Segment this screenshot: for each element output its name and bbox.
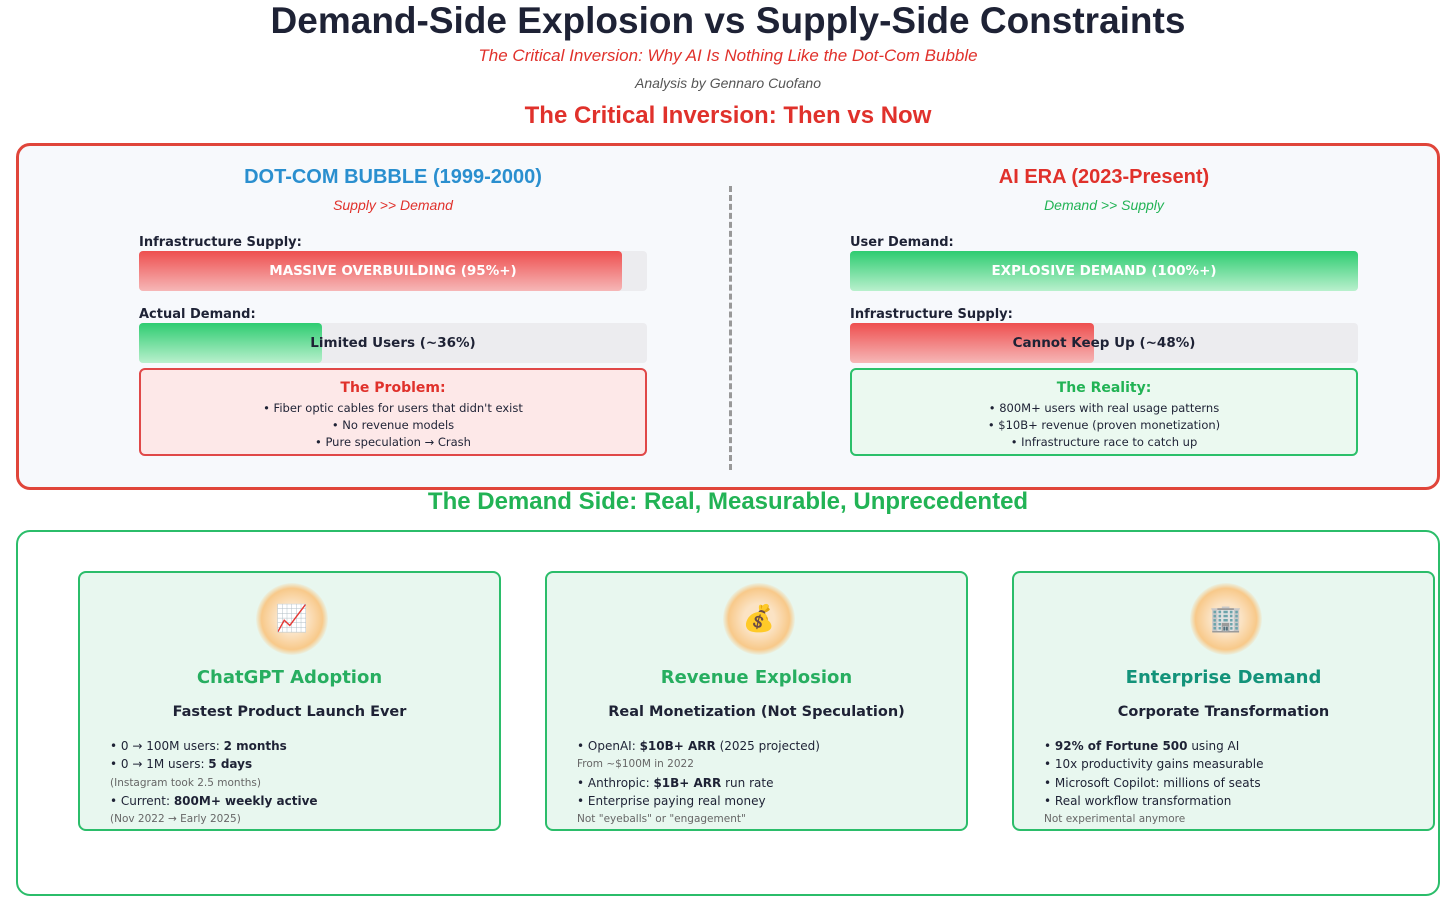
note-item: • 800M+ users with real usage patterns: [988, 401, 1220, 415]
line-part: • Anthropic:: [577, 775, 654, 790]
line-part: $1B+ ARR: [653, 775, 722, 790]
line-part: • Real workflow transformation: [1044, 793, 1232, 808]
card-icon: 💰: [723, 583, 795, 655]
line-part: • 10x productivity gains measurable: [1044, 757, 1264, 772]
subtitle: The Critical Inversion: Why AI Is Nothin…: [478, 46, 978, 65]
note-box: The Problem: • Fiber optic cables for use…: [139, 368, 647, 456]
era-tagline: Supply >> Demand: [333, 197, 453, 213]
line-part: (2025 projected): [715, 739, 820, 753]
card-lines: • 92% of Fortune 500 using AI • 10x produ…: [1044, 737, 1423, 828]
section-heading: The Critical Inversion: Then vs Now: [524, 102, 932, 129]
card-line: • Anthropic: $1B+ ARR run rate: [577, 774, 956, 792]
line-part: using AI: [1187, 739, 1240, 753]
line-part: 5 days: [208, 757, 253, 772]
note-title: The Problem:: [340, 380, 446, 396]
era-tagline: Demand >> Supply: [1044, 197, 1164, 213]
bar-track: Limited Users (~36%): [139, 323, 647, 363]
card-subtitle: Corporate Transformation: [1117, 704, 1330, 720]
card-line: • 0 → 1M users: 5 days: [110, 755, 489, 773]
line-part: 92% of Fortune 500: [1054, 739, 1188, 753]
line-part: 800M+ weekly active: [173, 793, 318, 808]
line-part: • Enterprise paying real money: [577, 793, 766, 808]
bar-text: Cannot Keep Up (~48%): [1012, 335, 1196, 351]
line-part: • Microsoft Copilot: millions of seats: [1044, 775, 1261, 790]
card-icon: 🏢: [1190, 583, 1262, 655]
line-part: • Current:: [110, 793, 174, 808]
bar-track: MASSIVE OVERBUILDING (95%+): [139, 251, 647, 291]
line-part: $10B+ ARR: [639, 739, 716, 753]
line-part: • OpenAI:: [577, 739, 640, 753]
metric-card: 📈 ChatGPT Adoption Fastest Product Launch …: [78, 571, 501, 831]
card-line: • Real workflow transformation: [1044, 792, 1423, 810]
author: Analysis by Gennaro Cuofano: [635, 75, 821, 91]
title: Demand-Side Explosion vs Supply-Side Con…: [270, 0, 1186, 41]
bar-fill: [139, 251, 622, 291]
card-note: From ~$100M in 2022: [577, 758, 694, 771]
card-title: ChatGPT Adoption: [196, 667, 383, 688]
bar-label: User Demand:: [850, 235, 954, 250]
metric-card: 🏢 Enterprise Demand Corporate Transformati…: [1012, 571, 1435, 831]
note-item: • No revenue models: [331, 418, 455, 432]
card-note: (Nov 2022 → Early 2025): [110, 813, 241, 826]
card-line: • OpenAI: $10B+ ARR (2025 projected): [577, 737, 956, 755]
card-subtitle: Real Monetization (Not Speculation): [608, 704, 905, 720]
card-line: • Microsoft Copilot: millions of seats: [1044, 774, 1423, 792]
bar-fill: [850, 251, 1358, 291]
bar-label: Actual Demand:: [139, 307, 256, 322]
card-note: Not "eyeballs" or "engagement": [577, 813, 746, 826]
note-title: The Reality:: [1056, 380, 1152, 396]
era-column: DOT-COM BUBBLE (1999-2000) Supply >> Dema…: [139, 166, 647, 456]
note-item: • Pure speculation → Crash: [315, 435, 471, 449]
bar-fill: [850, 323, 1094, 363]
era-title: DOT-COM BUBBLE (1999-2000): [244, 166, 542, 188]
bar-fill: [139, 323, 322, 363]
section-heading: The Demand Side: Real, Measurable, Unpre…: [427, 488, 1029, 515]
bar-text: Limited Users (~36%): [310, 335, 476, 351]
note-item: • Fiber optic cables for users that didn…: [263, 401, 523, 415]
card-note: Not experimental anymore: [1044, 813, 1186, 826]
card-title: Enterprise Demand: [1125, 667, 1322, 688]
card-line: • Current: 800M+ weekly active: [110, 792, 489, 810]
line-part: • 0 → 100M users:: [110, 739, 224, 753]
note-item: • $10B+ revenue (proven monetization): [987, 418, 1221, 432]
card-note: (Instagram took 2.5 months): [110, 776, 261, 789]
card-lines: • 0 → 100M users: 2 months • 0 → 1M users…: [110, 737, 489, 828]
bar-track: Cannot Keep Up (~48%): [850, 323, 1358, 363]
line-part: run rate: [721, 775, 774, 790]
bar-label: Infrastructure Supply:: [139, 235, 302, 250]
card-subtitle: Fastest Product Launch Ever: [172, 704, 407, 720]
metric-card: 💰 Revenue Explosion Real Monetization (Not…: [545, 571, 968, 831]
line-part: 2 months: [223, 739, 287, 753]
card-lines: • OpenAI: $10B+ ARR (2025 projected) From…: [577, 737, 956, 828]
card-icon: 📈: [256, 583, 328, 655]
bar-label: Infrastructure Supply:: [850, 307, 1013, 322]
era-column: AI ERA (2023-Present) Demand >> Supply Use…: [850, 166, 1358, 456]
card-line: • Enterprise paying real money: [577, 792, 956, 810]
bar-text: EXPLOSIVE DEMAND (100%+): [991, 263, 1217, 279]
card-line: • 92% of Fortune 500 using AI: [1044, 737, 1423, 755]
line-part: •: [1044, 739, 1055, 753]
line-part: • 0 → 1M users:: [110, 757, 209, 772]
bar-text: MASSIVE OVERBUILDING (95%+): [269, 263, 517, 279]
note-item: • Infrastructure race to catch up: [1010, 435, 1198, 449]
card-title: Revenue Explosion: [660, 667, 853, 688]
bar-track: EXPLOSIVE DEMAND (100%+): [850, 251, 1358, 291]
era-title: AI ERA (2023-Present): [998, 166, 1210, 188]
card-line: • 0 → 100M users: 2 months: [110, 737, 489, 755]
divider: [729, 186, 732, 470]
note-box: The Reality: • 800M+ users with real usag…: [850, 368, 1358, 456]
demand-panel: 📈 ChatGPT Adoption Fastest Product Launch …: [16, 530, 1440, 896]
card-line: • 10x productivity gains measurable: [1044, 755, 1423, 773]
inversion-panel: DOT-COM BUBBLE (1999-2000) Supply >> Dema…: [16, 143, 1440, 490]
